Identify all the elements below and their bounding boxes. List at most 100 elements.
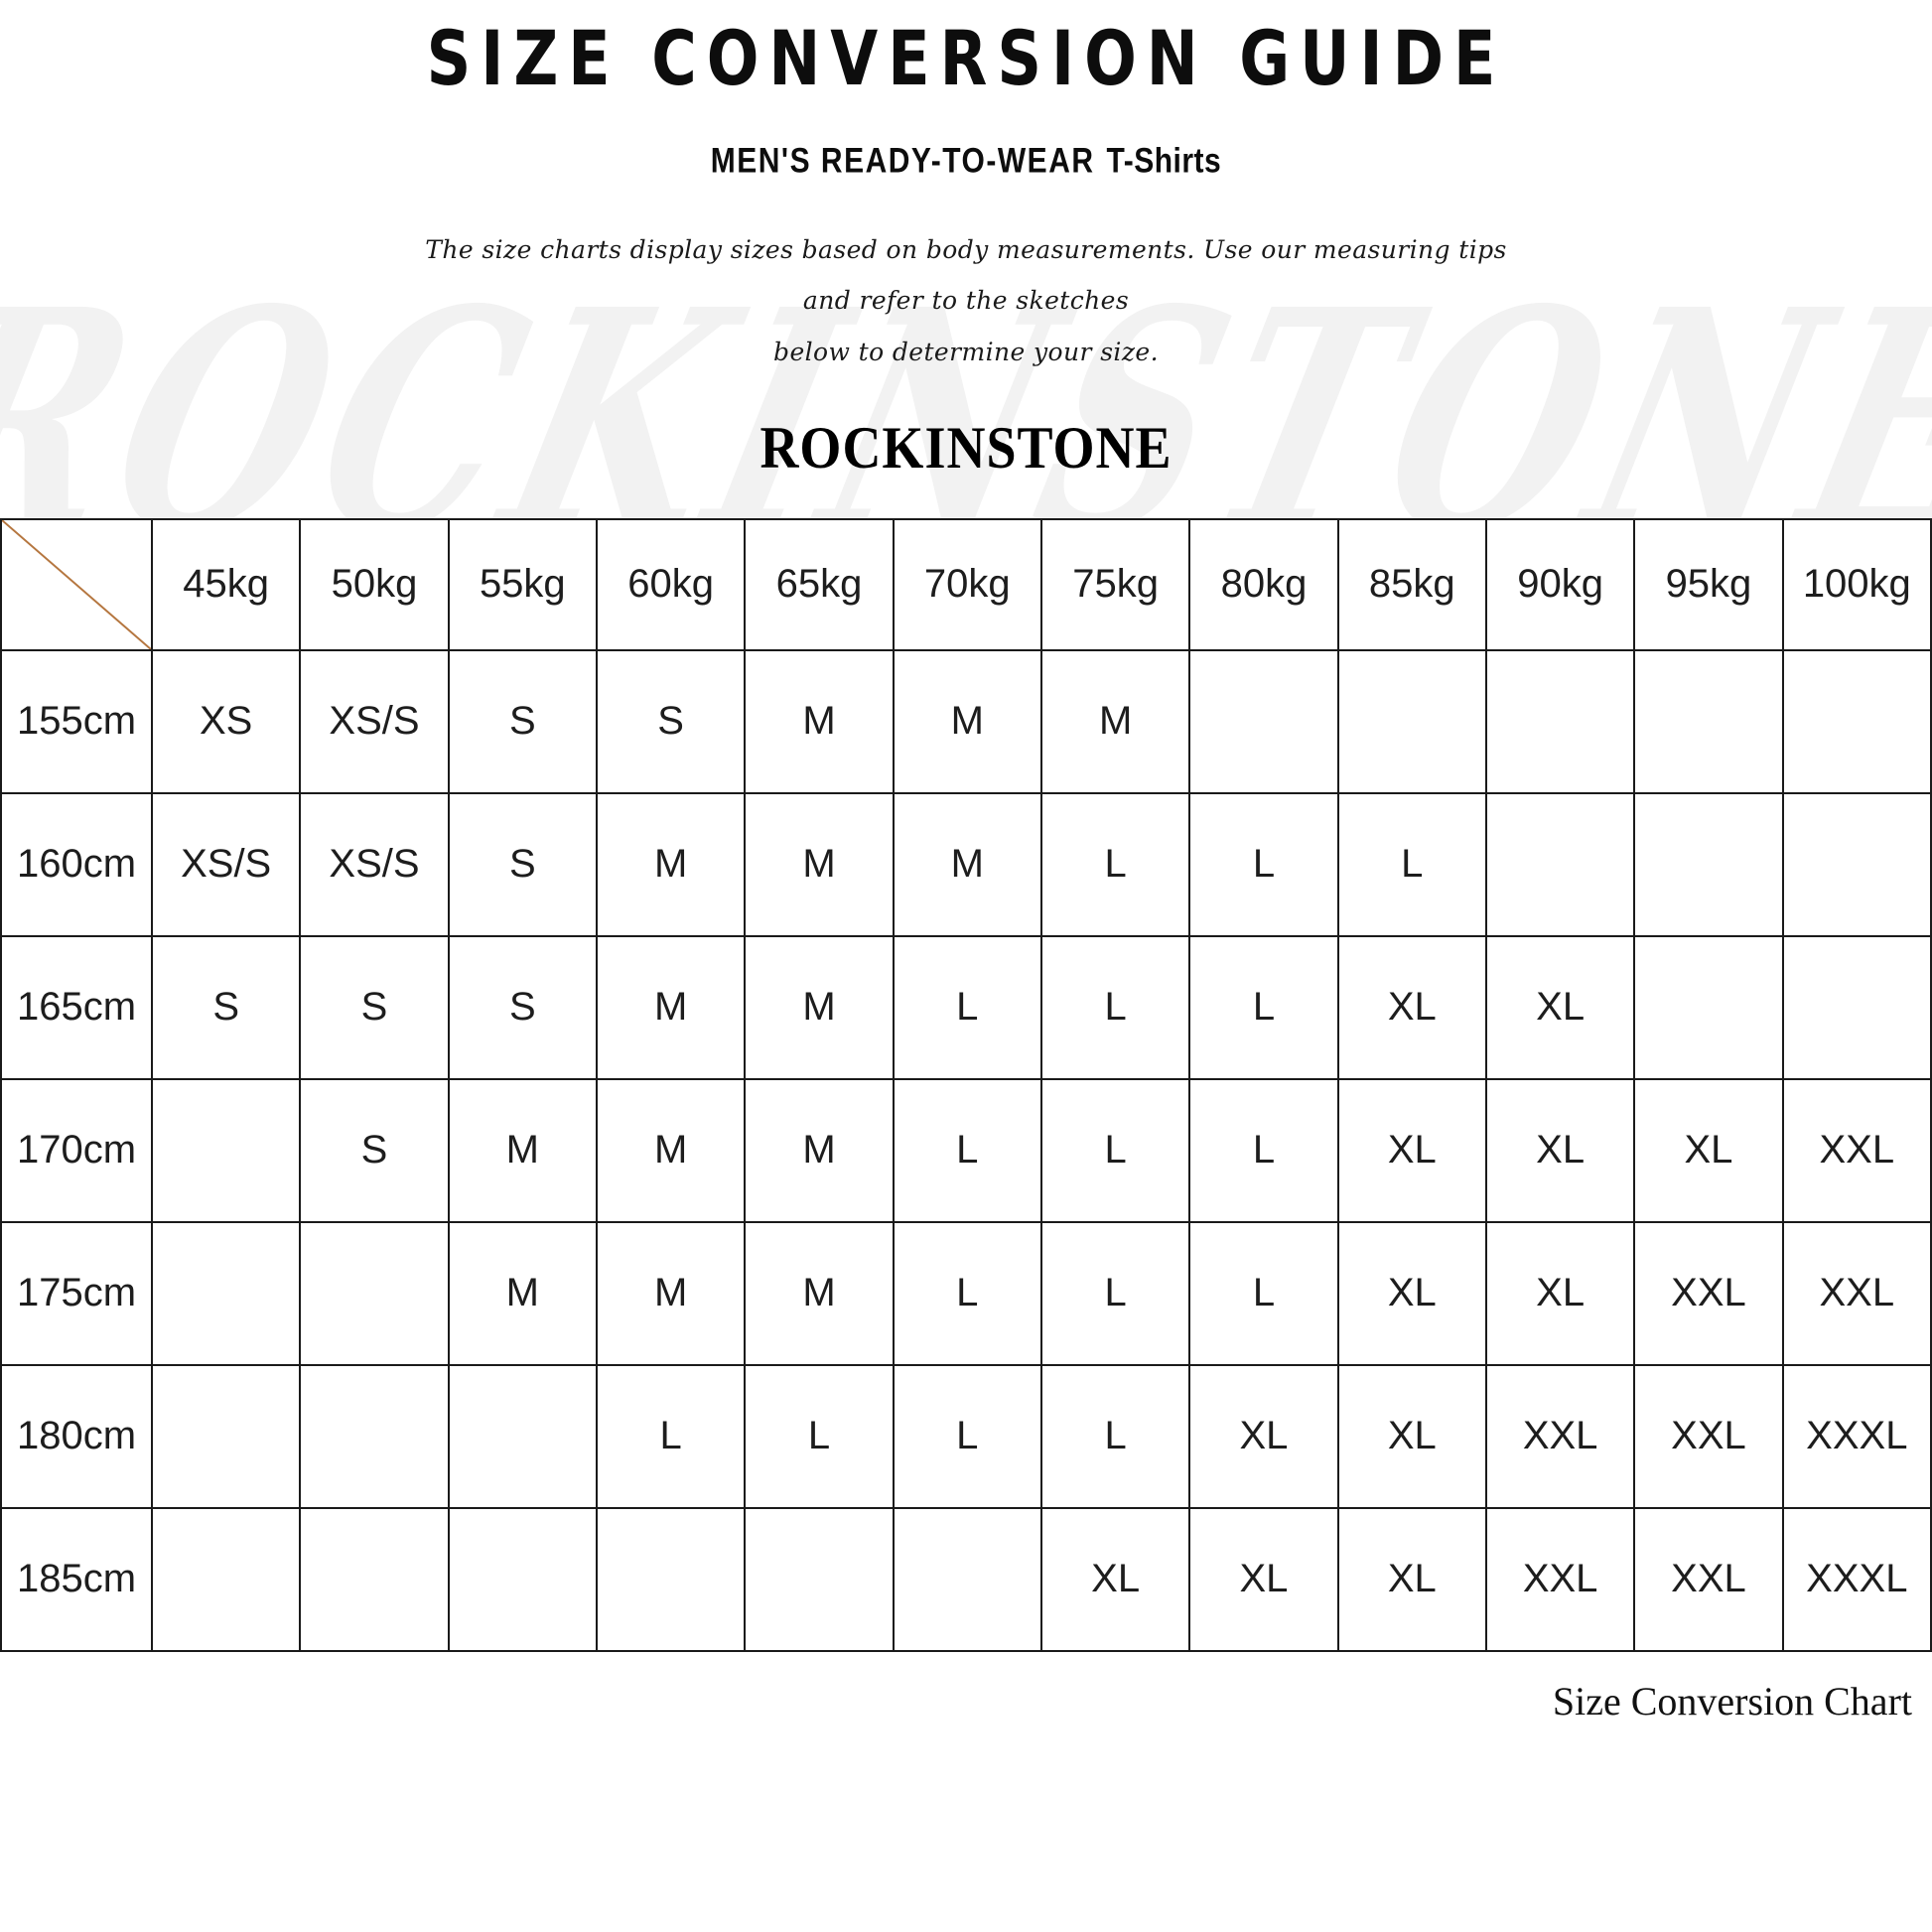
size-cell: XL bbox=[1484, 1220, 1636, 1366]
row-header-height: 175cm bbox=[0, 1220, 153, 1366]
size-cell bbox=[299, 1363, 450, 1509]
footer-caption: Size Conversion Chart bbox=[1552, 1678, 1912, 1724]
size-cell: S bbox=[595, 648, 747, 794]
size-cell bbox=[1336, 648, 1487, 794]
corner-cell bbox=[0, 517, 153, 651]
size-cell: L bbox=[595, 1363, 747, 1509]
column-header-weight: 65kg bbox=[744, 517, 895, 651]
column-header-weight: 75kg bbox=[1039, 517, 1191, 651]
size-cell: L bbox=[1188, 791, 1339, 937]
size-cell: XL bbox=[1188, 1363, 1339, 1509]
size-cell: XS bbox=[150, 648, 302, 794]
table-row: 170cm S M M M L L L XL XL XL XXL bbox=[0, 1077, 1932, 1223]
size-cell: M bbox=[447, 1220, 598, 1366]
row-header-height: 165cm bbox=[0, 934, 153, 1080]
table-row: 155cm XS XS/S S S M M M bbox=[0, 648, 1932, 794]
table-row: 165cm S S S M M L L L XL XL bbox=[0, 934, 1932, 1080]
table-row: 185cm XL XL XL XXL XXL XXXL bbox=[0, 1506, 1932, 1652]
size-cell bbox=[150, 1506, 302, 1652]
size-cell: L bbox=[892, 1363, 1042, 1509]
size-cell: XS/S bbox=[150, 791, 302, 937]
table-row: 160cm XS/S XS/S S M M M L L L bbox=[0, 791, 1932, 937]
size-cell bbox=[150, 1077, 302, 1223]
table-header: 45kg 50kg 55kg 60kg 65kg 70kg 75kg 80kg 85kg 90kg… bbox=[0, 517, 1932, 651]
size-cell: XL bbox=[1484, 1077, 1636, 1223]
size-cell: M bbox=[595, 791, 747, 937]
subtitle-row: MEN'S READY-TO-WEAR T-Shirts bbox=[0, 141, 1932, 181]
column-header-weight: 95kg bbox=[1633, 517, 1784, 651]
table-row: 175cm M M M L L L XL XL XXL XXL bbox=[0, 1220, 1932, 1366]
table-body: 155cm XS XS/S S S M M M 160cm XS/S XS/S S M M M L L L 165c… bbox=[0, 648, 1932, 1652]
column-header-weight: 70kg bbox=[892, 517, 1042, 651]
size-cell bbox=[1484, 791, 1636, 937]
size-cell: L bbox=[1039, 791, 1191, 937]
size-cell: XL bbox=[1336, 1506, 1487, 1652]
size-cell bbox=[299, 1220, 450, 1366]
column-header-weight: 60kg bbox=[595, 517, 747, 651]
size-cell bbox=[1781, 934, 1932, 1080]
column-header-weight: 100kg bbox=[1781, 517, 1932, 651]
size-cell bbox=[1633, 648, 1784, 794]
size-conversion-table: 45kg 50kg 55kg 60kg 65kg 70kg 75kg 80kg 85kg 90kg… bbox=[0, 517, 1932, 1652]
size-cell: S bbox=[447, 934, 598, 1080]
size-cell: XXL bbox=[1781, 1220, 1932, 1366]
size-cell: M bbox=[744, 1220, 895, 1366]
size-cell: XXL bbox=[1484, 1506, 1636, 1652]
column-header-weight: 50kg bbox=[299, 517, 450, 651]
row-header-height: 180cm bbox=[0, 1363, 153, 1509]
size-cell: S bbox=[447, 648, 598, 794]
size-cell: XL bbox=[1336, 934, 1487, 1080]
size-cell: L bbox=[1039, 1363, 1191, 1509]
size-cell: M bbox=[1039, 648, 1191, 794]
size-cell: XL bbox=[1188, 1506, 1339, 1652]
size-cell bbox=[447, 1363, 598, 1509]
size-cell: XXL bbox=[1781, 1077, 1932, 1223]
diagonal-divider-icon bbox=[3, 520, 150, 648]
size-cell: M bbox=[744, 648, 895, 794]
size-cell: L bbox=[892, 1077, 1042, 1223]
subtitle-category: MEN'S READY-TO-WEAR bbox=[710, 141, 1095, 181]
column-header-weight: 90kg bbox=[1484, 517, 1636, 651]
size-cell: XL bbox=[1633, 1077, 1784, 1223]
description-text: The size charts display sizes based on b… bbox=[420, 224, 1512, 377]
size-cell: L bbox=[1039, 934, 1191, 1080]
size-cell: M bbox=[892, 648, 1042, 794]
size-cell bbox=[1484, 648, 1636, 794]
size-cell bbox=[299, 1506, 450, 1652]
row-header-height: 160cm bbox=[0, 791, 153, 937]
size-cell: XXL bbox=[1633, 1506, 1784, 1652]
size-table-container: 45kg 50kg 55kg 60kg 65kg 70kg 75kg 80kg 85kg 90kg… bbox=[0, 517, 1932, 1652]
document-header: SIZE CONVERSION GUIDE MEN'S READY-TO-WEA… bbox=[0, 0, 1932, 482]
size-cell bbox=[150, 1363, 302, 1509]
column-header-weight: 45kg bbox=[150, 517, 302, 651]
size-cell: S bbox=[447, 791, 598, 937]
size-cell bbox=[892, 1506, 1042, 1652]
size-cell: XL bbox=[1336, 1363, 1487, 1509]
size-cell: XL bbox=[1039, 1506, 1191, 1652]
size-cell: M bbox=[892, 791, 1042, 937]
size-cell: XXL bbox=[1633, 1363, 1784, 1509]
column-header-weight: 55kg bbox=[447, 517, 598, 651]
size-cell bbox=[1633, 934, 1784, 1080]
size-cell: XS/S bbox=[299, 648, 450, 794]
size-cell: L bbox=[892, 1220, 1042, 1366]
subtitle-product: T-Shirts bbox=[1106, 141, 1222, 181]
brand-name: ROCKINSTONE bbox=[759, 414, 1173, 482]
row-header-height: 155cm bbox=[0, 648, 153, 794]
size-cell: L bbox=[1039, 1077, 1191, 1223]
column-header-weight: 85kg bbox=[1336, 517, 1487, 651]
size-cell: L bbox=[744, 1363, 895, 1509]
size-cell: L bbox=[892, 934, 1042, 1080]
size-cell: XXXL bbox=[1781, 1363, 1932, 1509]
size-cell: XXL bbox=[1633, 1220, 1784, 1366]
size-cell: M bbox=[744, 934, 895, 1080]
page-title: SIZE CONVERSION GUIDE bbox=[426, 14, 1506, 103]
row-header-height: 185cm bbox=[0, 1506, 153, 1652]
size-cell bbox=[595, 1506, 747, 1652]
size-cell bbox=[1781, 648, 1932, 794]
column-header-weight: 80kg bbox=[1188, 517, 1339, 651]
size-cell: M bbox=[595, 1077, 747, 1223]
size-cell bbox=[447, 1506, 598, 1652]
size-cell: L bbox=[1188, 934, 1339, 1080]
